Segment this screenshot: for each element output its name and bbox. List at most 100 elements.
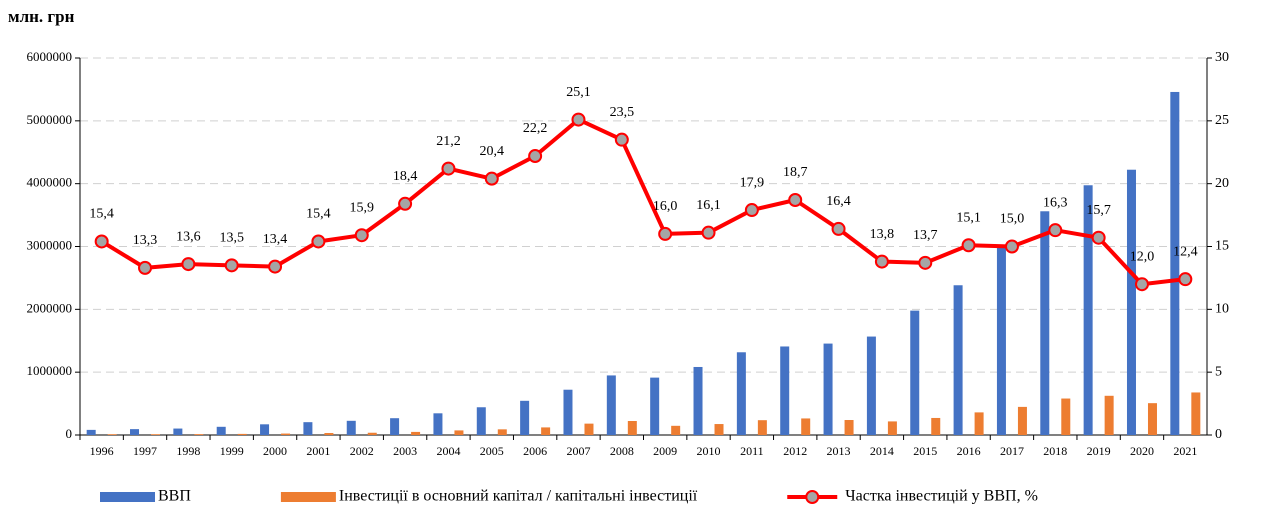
bar (303, 422, 313, 435)
bar (520, 400, 530, 435)
y-tick-label: 6000000 (27, 49, 73, 64)
bar (433, 413, 443, 435)
x-tick-label: 2004 (436, 444, 460, 458)
x-tick-label: 2010 (697, 444, 721, 458)
y-tick-label: 1000000 (27, 363, 73, 378)
bar (866, 336, 876, 435)
data-label: 13,3 (133, 233, 158, 248)
line (100, 117, 1186, 287)
marker (181, 257, 196, 272)
bar (1083, 185, 1093, 435)
marker (1134, 277, 1149, 292)
x-tick-label: 2017 (1000, 444, 1024, 458)
legend-label: Частка інвестицій у ВВП, % (845, 488, 1038, 505)
bar (541, 427, 551, 435)
y-tick-label: 2000000 (27, 300, 73, 315)
legend-marker (805, 490, 820, 504)
bar (390, 418, 400, 435)
bar (346, 420, 356, 435)
bar (476, 407, 486, 435)
y-tick-label: 0 (66, 426, 73, 441)
x-tick-label: 2014 (870, 444, 894, 458)
x-tick-label: 2016 (957, 444, 981, 458)
bar (736, 352, 746, 435)
data-label: 16,0 (653, 199, 678, 214)
marker (354, 228, 369, 243)
bar (650, 377, 660, 435)
x-tick-label: 2015 (913, 444, 937, 458)
bar (757, 420, 767, 435)
marker (398, 196, 413, 211)
bar (260, 424, 270, 435)
marker (961, 238, 976, 253)
x-tick-label: 2005 (480, 444, 504, 458)
bar (887, 421, 897, 435)
bar (693, 366, 703, 435)
data-label: 16,3 (1043, 195, 1068, 210)
bar (974, 412, 984, 435)
x-tick-label: 2008 (610, 444, 634, 458)
marker (614, 132, 629, 147)
marker (1091, 230, 1106, 245)
x-tick-label: 1998 (176, 444, 200, 458)
data-label: 16,4 (826, 194, 851, 209)
y2-tick-label: 10 (1215, 302, 1229, 317)
bar (1104, 395, 1114, 435)
bar (130, 429, 140, 435)
bar (1017, 406, 1027, 435)
bar (931, 417, 941, 435)
x-tick-label: 2006 (523, 444, 547, 458)
bar (1040, 211, 1050, 435)
data-label: 15,9 (350, 200, 375, 215)
bar (801, 418, 811, 435)
marker (571, 112, 586, 127)
bar (953, 285, 963, 435)
bar (411, 431, 421, 435)
legend-label: Інвестиції в основний капітал / капіталь… (339, 488, 698, 505)
bar (173, 428, 183, 435)
marker (441, 161, 456, 176)
x-tick-label: 2013 (827, 444, 851, 458)
y2-tick-label: 20 (1215, 176, 1229, 191)
data-label: 18,4 (393, 169, 418, 184)
marker (94, 234, 109, 249)
marker (918, 255, 933, 270)
marker (484, 171, 499, 186)
marker (658, 226, 673, 241)
marker (788, 193, 803, 208)
bar (563, 389, 573, 435)
y-tick-label: 5000000 (27, 112, 73, 127)
marker (268, 259, 283, 274)
bar (1126, 169, 1136, 435)
data-label: 15,4 (89, 207, 114, 222)
data-label: 17,9 (740, 175, 765, 190)
legend-swatch (100, 492, 155, 502)
bar (823, 343, 833, 435)
data-label: 21,2 (436, 134, 461, 149)
bar (1170, 91, 1180, 436)
bar (627, 421, 637, 435)
bar (671, 425, 681, 435)
y-tick-label: 4000000 (27, 175, 73, 190)
bar (1191, 392, 1201, 435)
marker (528, 149, 543, 164)
data-label: 25,1 (566, 85, 591, 100)
bar (324, 433, 334, 435)
data-label: 12,0 (1130, 249, 1155, 264)
x-tick-label: 1997 (133, 444, 157, 458)
data-label: 15,0 (1000, 212, 1025, 227)
bar (606, 375, 616, 435)
data-label: 15,1 (956, 210, 981, 225)
bar (910, 310, 920, 435)
x-tick-label: 1996 (90, 444, 114, 458)
y2-tick-label: 0 (1215, 427, 1222, 442)
data-label: 13,5 (219, 231, 244, 246)
bar (281, 433, 291, 435)
y2-tick-label: 25 (1215, 113, 1229, 128)
marker (311, 234, 326, 249)
x-tick-label: 2003 (393, 444, 417, 458)
unit-label: млн. грн (8, 7, 75, 26)
data-label: 13,8 (870, 227, 895, 242)
data-label: 15,4 (306, 207, 331, 222)
